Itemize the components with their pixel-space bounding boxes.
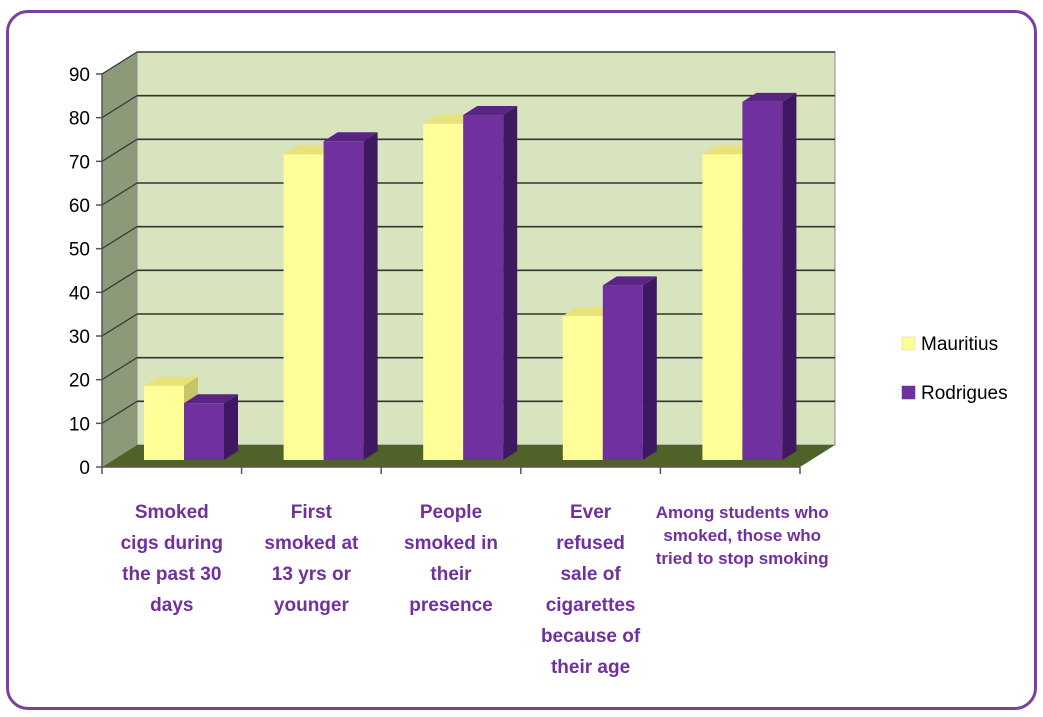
gridline-side — [101, 51, 138, 75]
gridline-side — [101, 95, 138, 119]
y-tick-label: 0 — [79, 458, 90, 479]
legend-swatch-rodrigues — [901, 385, 916, 400]
category-label: First smoked at 13 yrs or younger — [264, 502, 359, 616]
bar-rodrigues — [323, 141, 364, 460]
category-label: Ever refused sale of cigarettes because of th… — [541, 502, 641, 678]
legend: Mauritius Rodrigues — [901, 334, 1008, 404]
y-tick-label: 20 — [69, 371, 90, 392]
y-axis: 0 10 20 30 40 50 60 70 80 90 — [69, 65, 103, 479]
bar-side — [782, 92, 797, 460]
gridline-side — [101, 400, 138, 424]
bar-top — [184, 394, 238, 404]
bar-top — [602, 276, 657, 286]
bar-rodrigues — [742, 101, 783, 460]
gridline-side — [101, 226, 138, 250]
legend-swatch-mauritius — [901, 336, 916, 351]
bar-side — [503, 106, 518, 461]
y-tick-label: 50 — [69, 240, 90, 261]
bar-top — [742, 92, 797, 102]
gridline-side — [101, 357, 138, 381]
bar-rodrigues — [463, 115, 504, 461]
y-tick-label: 30 — [69, 327, 90, 348]
category-label: Smoked cigs during the past 30 days — [121, 502, 223, 616]
bars — [144, 92, 797, 461]
y-tick-label: 90 — [69, 65, 90, 86]
bar-mauritius — [562, 315, 603, 460]
bar-side — [363, 132, 378, 460]
bar-mauritius — [283, 154, 324, 461]
legend-label-mauritius: Mauritius — [921, 334, 998, 355]
bar-top — [144, 376, 198, 386]
gridline-side — [101, 269, 138, 293]
gridline-side — [101, 313, 138, 337]
bar-side — [224, 394, 238, 460]
gridline-side — [101, 182, 138, 206]
bar-side — [642, 276, 657, 460]
bar-mauritius — [423, 123, 464, 461]
y-tick-label: 60 — [69, 196, 90, 217]
bar-mauritius — [144, 385, 184, 460]
category-label: People smoked in their presence — [404, 502, 498, 616]
bar-top — [323, 132, 378, 142]
bar-mauritius — [702, 154, 743, 461]
y-tick-label: 80 — [69, 109, 90, 130]
category-label: Among students who smoked, those who tried… — [656, 503, 829, 568]
legend-label-rodrigues: Rodrigues — [921, 383, 1008, 404]
y-tick-label: 40 — [69, 283, 90, 304]
gridline-side — [101, 138, 138, 162]
bar-rodrigues — [602, 285, 643, 460]
x-axis: Smoked cigs during the past 30 days First smo… — [101, 466, 829, 678]
bar-rodrigues — [184, 403, 224, 460]
y-tick-label: 10 — [69, 414, 90, 435]
bar-top — [463, 106, 518, 116]
y-tick-label: 70 — [69, 152, 90, 173]
